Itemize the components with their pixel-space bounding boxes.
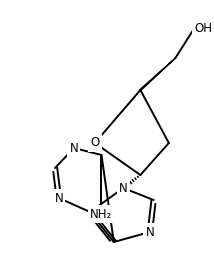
Text: NH₂: NH₂ <box>90 208 113 221</box>
Text: O: O <box>90 137 100 150</box>
Text: N: N <box>70 141 78 154</box>
Text: OH: OH <box>195 21 213 34</box>
Text: N: N <box>54 192 63 205</box>
Text: N: N <box>119 182 128 195</box>
Polygon shape <box>140 58 175 91</box>
Text: N: N <box>146 225 154 238</box>
